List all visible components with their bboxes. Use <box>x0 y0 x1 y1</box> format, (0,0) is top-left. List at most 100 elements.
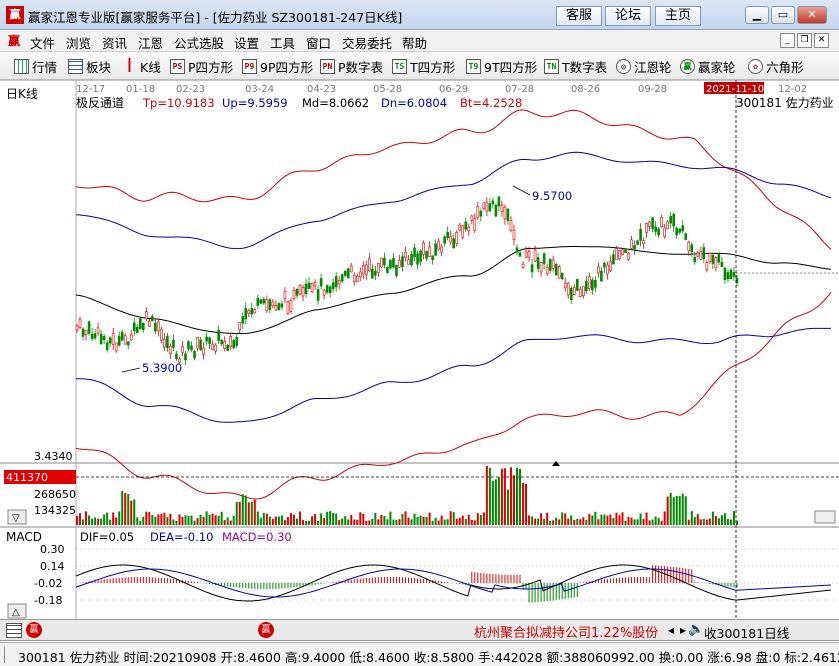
menu-info[interactable]: 资讯 <box>102 36 128 51</box>
toolbar-9p-square-button[interactable]: P9 9P四方形 <box>242 58 313 75</box>
volume-bar <box>509 467 512 525</box>
macd-scroll-up-button[interactable] <box>7 603 27 619</box>
mdi-close-button[interactable]: ✕ <box>814 33 829 48</box>
candle-body <box>497 196 501 207</box>
volume-bar <box>163 512 166 525</box>
volume-bar <box>253 499 256 525</box>
toolbar-t-table-button[interactable]: TN T数字表 <box>544 58 607 75</box>
volume-bar <box>500 468 503 525</box>
volume-bar <box>302 520 305 525</box>
volume-bar <box>452 512 455 525</box>
app-badge-icon[interactable]: 赢 <box>26 622 42 638</box>
toolbar-label: 9P四方形 <box>260 60 313 75</box>
table-view-icon[interactable] <box>6 623 22 638</box>
menu-tools[interactable]: 工具 <box>270 36 296 51</box>
volume-bar <box>609 514 612 525</box>
minimize-button[interactable]: ▁ <box>745 6 769 24</box>
menu-trade[interactable]: 交易委托 <box>342 36 393 51</box>
news-ticker[interactable]: 杭州聚合拟减持公司1.22%股份 <box>474 626 659 640</box>
toolbar-t-square-button[interactable]: TS T四方形 <box>392 58 455 75</box>
candle-body <box>96 327 100 334</box>
customer-service-button[interactable]: 客服 <box>556 6 602 26</box>
menu-file[interactable]: 文件 <box>30 36 56 51</box>
candle-body <box>211 343 214 350</box>
candle-body <box>346 268 350 279</box>
candle-body <box>717 254 721 263</box>
menu-settings[interactable]: 设置 <box>234 36 260 51</box>
chart-area[interactable]: 12-17 01-18 02-23 03-24 04-23 05-28 06-29 07-28… <box>0 80 839 619</box>
toolbar-9t-square-button[interactable]: T9 9T四方形 <box>466 58 537 75</box>
menu-window[interactable]: 窗口 <box>306 36 332 51</box>
candle-body <box>226 345 229 351</box>
candle-body <box>368 258 371 271</box>
tn-icon: TN <box>544 59 559 74</box>
volume-bar <box>549 520 552 525</box>
mdi-restore-button[interactable]: ❐ <box>797 33 812 48</box>
candle-body <box>328 286 332 293</box>
candle-body <box>506 208 510 221</box>
channel-top-line <box>75 109 832 250</box>
volume-bar <box>573 519 576 525</box>
speaker-icon[interactable]: 🔈 <box>688 622 705 637</box>
volume-bar <box>332 512 335 525</box>
candle-body <box>720 262 724 268</box>
candle-body <box>530 264 534 273</box>
toolbar-kline-button[interactable]: ┃ K线 <box>122 58 161 76</box>
volume-panel-toggle-button[interactable] <box>814 510 836 524</box>
volume-bar <box>133 499 136 525</box>
toolbar-quotes-button[interactable]: 行情 <box>14 58 57 75</box>
volume-scroll-down-button[interactable] <box>7 509 27 525</box>
volume-bar <box>696 514 699 525</box>
news-badge-icon[interactable]: 赢 <box>258 622 274 638</box>
candle-body <box>539 262 543 273</box>
volume-bar <box>503 468 506 525</box>
menu-help[interactable]: 帮助 <box>402 36 428 51</box>
candle-body <box>349 265 353 273</box>
scroll-left-icon[interactable]: ◂ <box>668 623 675 637</box>
candle-body <box>690 244 694 253</box>
volume-bar <box>238 502 241 525</box>
candle-body <box>235 336 239 346</box>
close-button[interactable]: ✕ <box>797 6 827 24</box>
candle-body <box>132 322 136 331</box>
candle-body <box>482 202 486 210</box>
date-label: 04-23 <box>307 84 336 95</box>
volume-bar <box>588 513 591 525</box>
forum-button[interactable]: 论坛 <box>605 6 651 26</box>
candle-body <box>383 257 386 266</box>
volume-bar <box>470 519 473 525</box>
toolbar-p-square-button[interactable]: PS P四方形 <box>170 58 233 75</box>
candle-body <box>458 224 462 231</box>
volume-bar <box>555 517 558 525</box>
volume-bar <box>169 513 172 525</box>
menu-formula-select[interactable]: 公式选股 <box>174 36 225 51</box>
toolbar-winner-wheel-button[interactable]: 赢赢家轮 <box>680 58 736 75</box>
mdi-minimize-button[interactable]: _ <box>780 33 795 48</box>
indicator-dn: Dn=6.0804 <box>381 96 447 110</box>
candle-body <box>374 270 377 276</box>
volume-bar <box>546 512 549 525</box>
macd-tick-2: 0.14 <box>40 560 65 573</box>
candle-body <box>343 270 347 276</box>
candle-body <box>334 276 338 288</box>
candle-body <box>708 253 712 262</box>
candle-body <box>729 269 733 280</box>
candle-body <box>289 300 293 312</box>
volume-bar <box>404 511 407 525</box>
toolbar-hexagon-button[interactable]: ✿ 六角形 <box>748 58 804 75</box>
toolbar-gann-wheel-button[interactable]: ◎ 江恩轮 <box>616 58 672 75</box>
menu-browse[interactable]: 浏览 <box>66 36 92 51</box>
volume-bar <box>289 513 292 525</box>
menu-gann[interactable]: 江恩 <box>138 36 164 51</box>
date-label: 01-18 <box>126 84 155 95</box>
homepage-button[interactable]: 主页 <box>655 6 701 26</box>
volume-bar <box>612 517 615 525</box>
scroll-right-icon[interactable]: ▸ <box>680 623 687 637</box>
volume-bar <box>558 519 561 525</box>
volume-bar <box>190 515 193 525</box>
volume-bar <box>654 516 657 525</box>
candle-body <box>126 341 130 346</box>
toolbar-sector-button[interactable]: 板块 <box>68 58 111 75</box>
toolbar-p-table-button[interactable]: PN P数字表 <box>320 58 383 75</box>
maximize-button[interactable]: ▭ <box>771 6 795 24</box>
